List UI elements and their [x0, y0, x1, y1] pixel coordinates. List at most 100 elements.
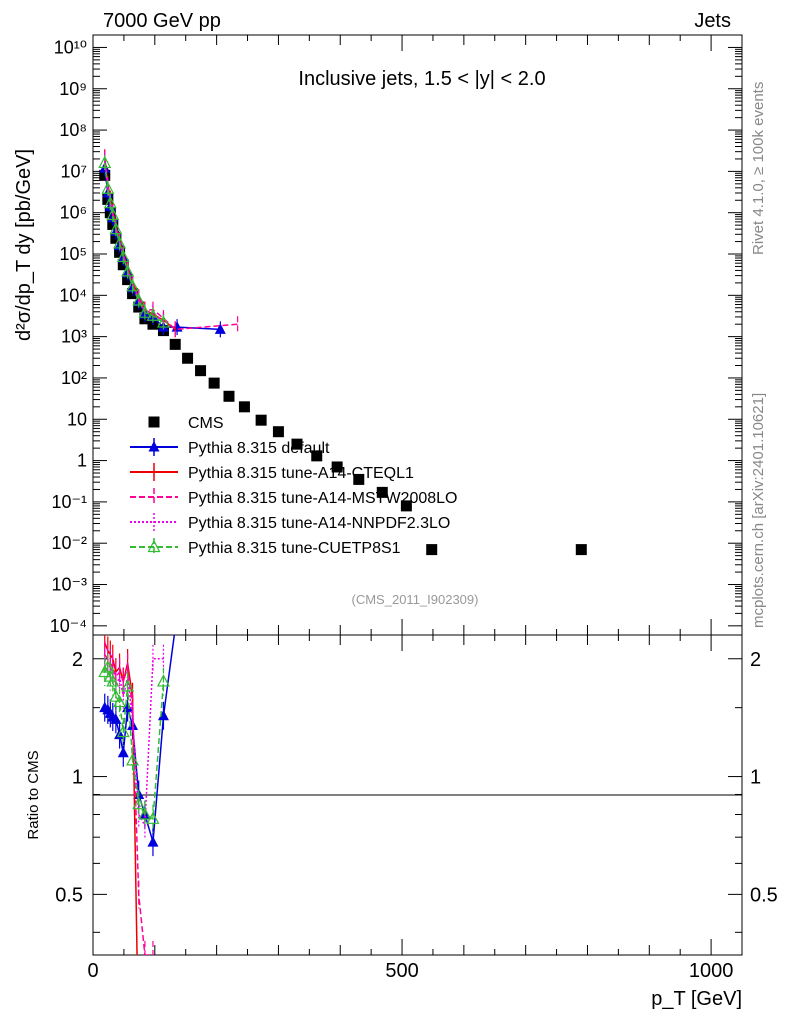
pythia-8-315-default-ratio-point [157, 709, 169, 721]
cms-data-point [208, 377, 220, 389]
plot-title: Inclusive jets, 1.5 < |y| < 2.0 [298, 68, 545, 90]
pythia-8-315-default-ratio-point [110, 713, 122, 724]
cms-data-point [291, 438, 303, 450]
pythia-8-315-tune-cuetp8s1-ratio-point [138, 807, 152, 820]
pythia-8-315-tune-cuetp8s1-ratio-point [98, 664, 112, 678]
pythia-8-315-tune-cuetp8s1-point [146, 308, 160, 321]
cms-data-point [400, 500, 412, 512]
legend: CMS Pythia 8.315 default Pythia 8.315 tune… [130, 415, 457, 557]
pythia-8-315-default-ratio-point [117, 746, 129, 758]
legend-label: CMS [188, 415, 224, 432]
y-tick-label: 10¹⁰ [54, 37, 87, 57]
cms-data-point [255, 414, 267, 426]
y-tick-label: 10⁻¹ [51, 492, 87, 512]
cms-data-point [331, 461, 343, 473]
y-tick-label: 10⁻⁴ [50, 616, 87, 636]
pythia-8-315-tune-cuetp8s1-point [126, 279, 140, 292]
pythia-8-315-tune-cuetp8s1-point [113, 236, 127, 249]
cms-data-point [353, 473, 365, 485]
pythia-8-315-tune-cuetp8s1-ratio-point [156, 674, 170, 687]
pythia-8-315-tune-cuetp8s1-point [156, 315, 170, 328]
pythia-8-315-tune-a14-cteql1-ratio-line [104, 642, 138, 955]
cms-data-point [238, 401, 250, 413]
cms-data-point [195, 365, 207, 377]
pythia-8-315-tune-cuetp8s1-ratio-point [121, 679, 135, 692]
x-tick-label: 0 [87, 960, 98, 982]
legend-label: Pythia 8.315 tune-A14-MSTW2008LO [188, 490, 457, 507]
pythia-8-315-tune-cuetp8s1-ratio-point [106, 674, 120, 687]
pythia-8-315-tune-cuetp8s1-ratio-point [116, 724, 130, 738]
pythia-8-315-tune-a14-nnpdf2-3lo-ratio-line [104, 658, 164, 829]
ratio-y-axis-label: Ratio to CMS [25, 750, 42, 839]
y-tick-label: 10⁹ [59, 79, 87, 99]
pythia-8-315-tune-cuetp8s1-point [116, 249, 130, 263]
ratio-tick-label-right: 2 [750, 649, 761, 671]
pythia-8-315-tune-cuetp8s1-ratio-point [113, 694, 127, 708]
cms-data-point [182, 352, 194, 364]
analysis-id-label: (CMS_2011_I902309) [352, 592, 479, 607]
pythia-8-315-tune-cuetp8s1-point [132, 293, 146, 306]
x-axis-label: p_T [GeV] [651, 988, 742, 1010]
pythia-8-315-default-ratio-point [215, 608, 226, 619]
y-tick-label: 10² [61, 368, 87, 388]
legend-label: Pythia 8.315 tune-CUETP8S1 [188, 540, 401, 557]
cms-data-point [376, 486, 388, 498]
collision-energy-label: 7000 GeV pp [103, 10, 221, 32]
y-tick-label: 10⁷ [60, 161, 87, 181]
pythia-8-315-default-ratio-point [172, 608, 183, 619]
main-series-group [98, 149, 587, 556]
y-axis-label: d²σ/dp_T dy [pb/GeV] [13, 149, 35, 341]
ratio-tick-label-right: 1 [750, 767, 761, 789]
legend-label: Pythia 8.315 tune-A14-CTEQL1 [188, 465, 414, 482]
pythia-8-315-tune-cuetp8s1-ratio-point [126, 753, 140, 766]
pythia-8-315-tune-cuetp8s1-ratio-point [146, 811, 160, 824]
pythia-8-315-tune-cuetp8s1-ratio-point [109, 689, 123, 702]
pythia-8-315-default-ratio-point [147, 836, 159, 847]
pythia-8-315-tune-cuetp8s1-point [138, 305, 152, 318]
cms-data-point [169, 338, 181, 350]
legend-marker [148, 416, 160, 428]
pythia-8-315-tune-cuetp8s1-ratio-point [132, 796, 146, 810]
ratio-tick-label: 1 [72, 767, 83, 789]
cms-data-point [272, 426, 284, 438]
pythia-8-315-tune-cuetp8s1-line [103, 162, 164, 324]
y-tick-label: 1 [77, 451, 87, 471]
y-tick-label: 10⁻² [51, 533, 87, 553]
legend-label: Pythia 8.315 tune-A14-NNPDF2.3LO [188, 515, 450, 532]
observable-category-label: Jets [694, 10, 731, 32]
x-tick-label: 1000 [689, 960, 734, 982]
pythia-8-315-tune-cuetp8s1-point [106, 207, 120, 221]
cms-data-point [426, 544, 438, 556]
pythia-8-315-tune-cuetp8s1-point [98, 155, 112, 169]
y-tick-label: 10⁸ [59, 120, 87, 140]
pythia-8-315-tune-a14-mstw2008lo-line [103, 158, 238, 331]
y-tick-label: 10⁶ [60, 203, 87, 223]
x-tick-label: 500 [385, 960, 418, 982]
ratio-tick-label: 0.5 [55, 884, 83, 906]
ratio-series-group [98, 608, 226, 955]
mcplots-credit-label: mcplots.cern.ch [arXiv:2401.10621] [750, 393, 767, 628]
main-y-axis-ticks: 10⁻⁴ 10⁻³ 10⁻² 10⁻¹ 1 10 10² 10³ 10⁴ 10⁵ 10⁶ 10⁷ 10⁸… [50, 34, 742, 636]
cms-data-point [575, 544, 587, 556]
rivet-version-label: Rivet 4.1.0, ≥ 100k events [750, 82, 767, 255]
pythia-8-315-tune-cuetp8s1-point [101, 181, 115, 194]
legend-label: Pythia 8.315 default [188, 440, 330, 457]
y-tick-label: 10⁻³ [51, 575, 87, 595]
y-tick-label: 10³ [61, 327, 87, 347]
y-tick-label: 10⁴ [59, 285, 87, 305]
pythia-8-315-tune-cuetp8s1-point [121, 264, 135, 277]
ratio-y-axis-ticks: 0.5 0.5 1 1 2 2 [55, 649, 778, 933]
cms-data-point [223, 390, 235, 402]
legend-marker [147, 539, 161, 553]
y-tick-label: 10 [67, 409, 87, 429]
pythia-8-315-tune-cuetp8s1-point [109, 221, 123, 235]
ratio-tick-label: 2 [72, 649, 83, 671]
x-axis-ticks: 0 500 1000 [87, 35, 743, 982]
ratio-tick-label-right: 0.5 [750, 884, 778, 906]
cms-data-point [311, 450, 323, 462]
pythia-8-315-tune-cuetp8s1-point [103, 195, 117, 209]
legend-marker [148, 441, 160, 452]
y-tick-label: 10⁵ [60, 244, 87, 264]
pythia-8-315-default-point [214, 323, 226, 334]
